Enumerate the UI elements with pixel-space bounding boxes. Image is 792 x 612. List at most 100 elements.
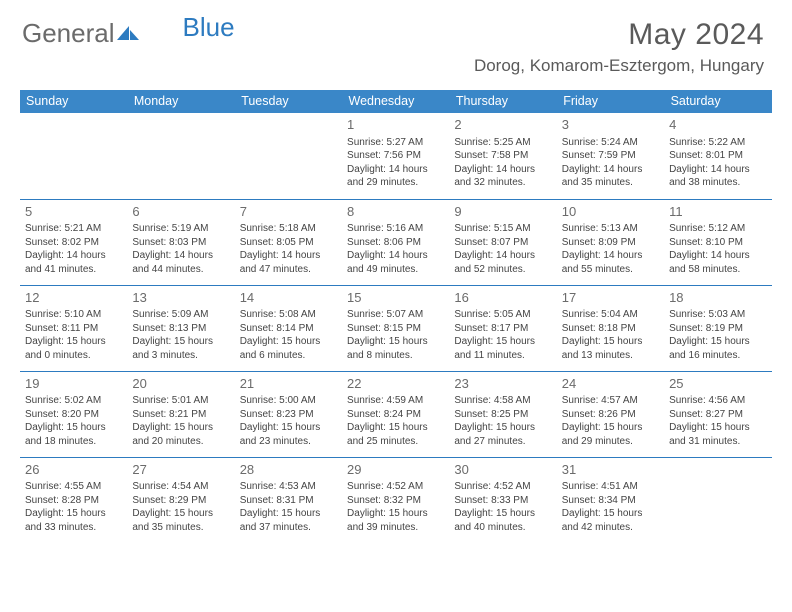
sunrise-line: Sunrise: 4:53 AM [240, 480, 337, 494]
day-header: Wednesday [342, 90, 449, 113]
calendar-day: 29Sunrise: 4:52 AMSunset: 8:32 PMDayligh… [342, 457, 449, 543]
daylight-line: Daylight: 15 hours [25, 335, 122, 349]
day-number: 10 [562, 203, 659, 221]
day-number: 31 [562, 461, 659, 479]
sunrise-line: Sunrise: 5:22 AM [669, 136, 766, 150]
daylight-line: Daylight: 14 hours [25, 249, 122, 263]
daylight-line: and 0 minutes. [25, 349, 122, 363]
calendar-day: 22Sunrise: 4:59 AMSunset: 8:24 PMDayligh… [342, 371, 449, 457]
daylight-line: and 3 minutes. [132, 349, 229, 363]
calendar-day: 18Sunrise: 5:03 AMSunset: 8:19 PMDayligh… [664, 285, 771, 371]
brand-logo: General Blue [22, 18, 235, 49]
sunset-line: Sunset: 8:03 PM [132, 236, 229, 250]
sunset-line: Sunset: 8:20 PM [25, 408, 122, 422]
day-number: 19 [25, 375, 122, 393]
sunrise-line: Sunrise: 5:09 AM [132, 308, 229, 322]
sunset-line: Sunset: 8:19 PM [669, 322, 766, 336]
calendar-day: 27Sunrise: 4:54 AMSunset: 8:29 PMDayligh… [127, 457, 234, 543]
calendar-day: 15Sunrise: 5:07 AMSunset: 8:15 PMDayligh… [342, 285, 449, 371]
sunset-line: Sunset: 8:02 PM [25, 236, 122, 250]
sunset-line: Sunset: 8:31 PM [240, 494, 337, 508]
sunset-line: Sunset: 7:56 PM [347, 149, 444, 163]
calendar-week: 19Sunrise: 5:02 AMSunset: 8:20 PMDayligh… [20, 371, 772, 457]
calendar-body: 1Sunrise: 5:27 AMSunset: 7:56 PMDaylight… [20, 113, 772, 543]
sunset-line: Sunset: 8:01 PM [669, 149, 766, 163]
daylight-line: and 44 minutes. [132, 263, 229, 277]
page-header: General Blue May 2024 Dorog, Komarom-Esz… [0, 0, 792, 82]
sunset-line: Sunset: 8:10 PM [669, 236, 766, 250]
daylight-line: and 38 minutes. [669, 176, 766, 190]
calendar-day: 14Sunrise: 5:08 AMSunset: 8:14 PMDayligh… [235, 285, 342, 371]
day-number: 14 [240, 289, 337, 307]
sunset-line: Sunset: 8:07 PM [454, 236, 551, 250]
daylight-line: Daylight: 14 hours [669, 163, 766, 177]
day-header: Saturday [664, 90, 771, 113]
day-number: 24 [562, 375, 659, 393]
logo-sail-icon [117, 18, 139, 49]
sunrise-line: Sunrise: 5:03 AM [669, 308, 766, 322]
day-number: 22 [347, 375, 444, 393]
calendar-day: 17Sunrise: 5:04 AMSunset: 8:18 PMDayligh… [557, 285, 664, 371]
daylight-line: Daylight: 14 hours [240, 249, 337, 263]
day-number: 3 [562, 116, 659, 134]
sunrise-line: Sunrise: 5:16 AM [347, 222, 444, 236]
day-number: 11 [669, 203, 766, 221]
calendar-day: 21Sunrise: 5:00 AMSunset: 8:23 PMDayligh… [235, 371, 342, 457]
day-number: 7 [240, 203, 337, 221]
daylight-line: Daylight: 15 hours [25, 421, 122, 435]
title-block: May 2024 Dorog, Komarom-Esztergom, Hunga… [474, 18, 764, 76]
daylight-line: and 49 minutes. [347, 263, 444, 277]
day-number: 4 [669, 116, 766, 134]
calendar-day: 8Sunrise: 5:16 AMSunset: 8:06 PMDaylight… [342, 199, 449, 285]
day-header: Tuesday [235, 90, 342, 113]
calendar-day: 23Sunrise: 4:58 AMSunset: 8:25 PMDayligh… [449, 371, 556, 457]
day-number: 28 [240, 461, 337, 479]
sunset-line: Sunset: 7:59 PM [562, 149, 659, 163]
daylight-line: and 6 minutes. [240, 349, 337, 363]
calendar-day: 19Sunrise: 5:02 AMSunset: 8:20 PMDayligh… [20, 371, 127, 457]
day-number: 2 [454, 116, 551, 134]
daylight-line: Daylight: 15 hours [240, 335, 337, 349]
sunrise-line: Sunrise: 4:59 AM [347, 394, 444, 408]
calendar-day-empty [235, 113, 342, 199]
sunrise-line: Sunrise: 5:04 AM [562, 308, 659, 322]
calendar-day: 24Sunrise: 4:57 AMSunset: 8:26 PMDayligh… [557, 371, 664, 457]
day-number: 8 [347, 203, 444, 221]
sunrise-line: Sunrise: 4:52 AM [454, 480, 551, 494]
calendar-day: 20Sunrise: 5:01 AMSunset: 8:21 PMDayligh… [127, 371, 234, 457]
daylight-line: and 40 minutes. [454, 521, 551, 535]
sunset-line: Sunset: 8:29 PM [132, 494, 229, 508]
daylight-line: and 39 minutes. [347, 521, 444, 535]
daylight-line: Daylight: 14 hours [562, 163, 659, 177]
daylight-line: Daylight: 14 hours [454, 163, 551, 177]
calendar-day: 5Sunrise: 5:21 AMSunset: 8:02 PMDaylight… [20, 199, 127, 285]
day-number: 21 [240, 375, 337, 393]
sunrise-line: Sunrise: 5:18 AM [240, 222, 337, 236]
daylight-line: Daylight: 14 hours [347, 249, 444, 263]
calendar-day-empty [664, 457, 771, 543]
sunset-line: Sunset: 8:21 PM [132, 408, 229, 422]
daylight-line: and 41 minutes. [25, 263, 122, 277]
daylight-line: and 52 minutes. [454, 263, 551, 277]
sunrise-line: Sunrise: 4:56 AM [669, 394, 766, 408]
calendar-week: 26Sunrise: 4:55 AMSunset: 8:28 PMDayligh… [20, 457, 772, 543]
sunset-line: Sunset: 8:32 PM [347, 494, 444, 508]
calendar-day: 26Sunrise: 4:55 AMSunset: 8:28 PMDayligh… [20, 457, 127, 543]
day-number: 1 [347, 116, 444, 134]
sunset-line: Sunset: 8:15 PM [347, 322, 444, 336]
brand-part2: Blue [183, 12, 235, 43]
daylight-line: and 33 minutes. [25, 521, 122, 535]
calendar-day: 4 Sunrise: 5:22 AMSunset: 8:01 PMDaylight… [664, 113, 771, 199]
daylight-line: and 47 minutes. [240, 263, 337, 277]
calendar-day: 13Sunrise: 5:09 AMSunset: 8:13 PMDayligh… [127, 285, 234, 371]
daylight-line: and 27 minutes. [454, 435, 551, 449]
sunset-line: Sunset: 8:34 PM [562, 494, 659, 508]
sunset-line: Sunset: 8:28 PM [25, 494, 122, 508]
sunrise-line: Sunrise: 5:05 AM [454, 308, 551, 322]
sunset-line: Sunset: 8:09 PM [562, 236, 659, 250]
sunrise-line: Sunrise: 5:12 AM [669, 222, 766, 236]
page-title: May 2024 [474, 18, 764, 52]
daylight-line: and 23 minutes. [240, 435, 337, 449]
daylight-line: Daylight: 15 hours [132, 507, 229, 521]
sunset-line: Sunset: 8:25 PM [454, 408, 551, 422]
